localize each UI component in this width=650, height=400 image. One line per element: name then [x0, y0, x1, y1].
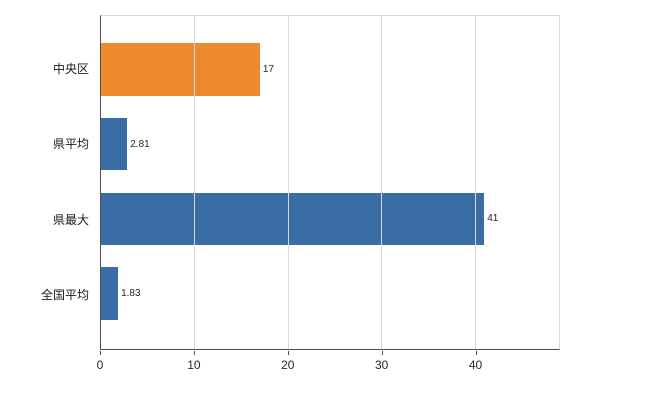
- value-label: 17: [262, 63, 275, 75]
- value-label: 1.83: [121, 288, 141, 300]
- bar-rows: 17 2.81 41 1.83: [101, 16, 559, 349]
- x-tick-mark: [100, 351, 101, 355]
- x-tick-label: 30: [374, 358, 389, 372]
- x-tick-mark: [287, 351, 289, 355]
- value-label: 2.81: [130, 138, 150, 150]
- value-axis: 0 10 20 30 40: [96, 351, 560, 379]
- x-tick-mark: [475, 351, 477, 355]
- x-tick-label: 20: [281, 358, 295, 372]
- gridline: [381, 16, 383, 349]
- x-tick-mark: [193, 351, 195, 355]
- bar-1: [101, 43, 260, 96]
- gridline: [194, 16, 196, 349]
- category-label: 全国平均: [40, 287, 89, 302]
- category-label: 県最大: [52, 212, 89, 227]
- x-tick-label: 10: [187, 358, 201, 372]
- bar-2: [101, 117, 128, 171]
- plot-area: 17 2.81 41 1.83: [100, 15, 560, 350]
- category-axis: 中央区県平均県最大全国平均: [0, 15, 95, 350]
- value-label: 41: [487, 213, 499, 225]
- gridline: [474, 16, 476, 349]
- bar-row: 41: [101, 182, 559, 257]
- bar-row: 1.83: [101, 256, 559, 331]
- bar-3: [101, 192, 485, 246]
- bar-row: 17: [101, 32, 559, 107]
- bar-row: 2.81: [101, 107, 559, 182]
- category-label: 中央区: [52, 62, 89, 77]
- x-tick-label: 40: [468, 358, 483, 372]
- gridline: [287, 16, 289, 349]
- bar-4: [101, 267, 119, 320]
- x-tick-mark: [381, 351, 383, 355]
- x-tick-label: 0: [96, 358, 104, 372]
- category-label: 県平均: [52, 137, 89, 152]
